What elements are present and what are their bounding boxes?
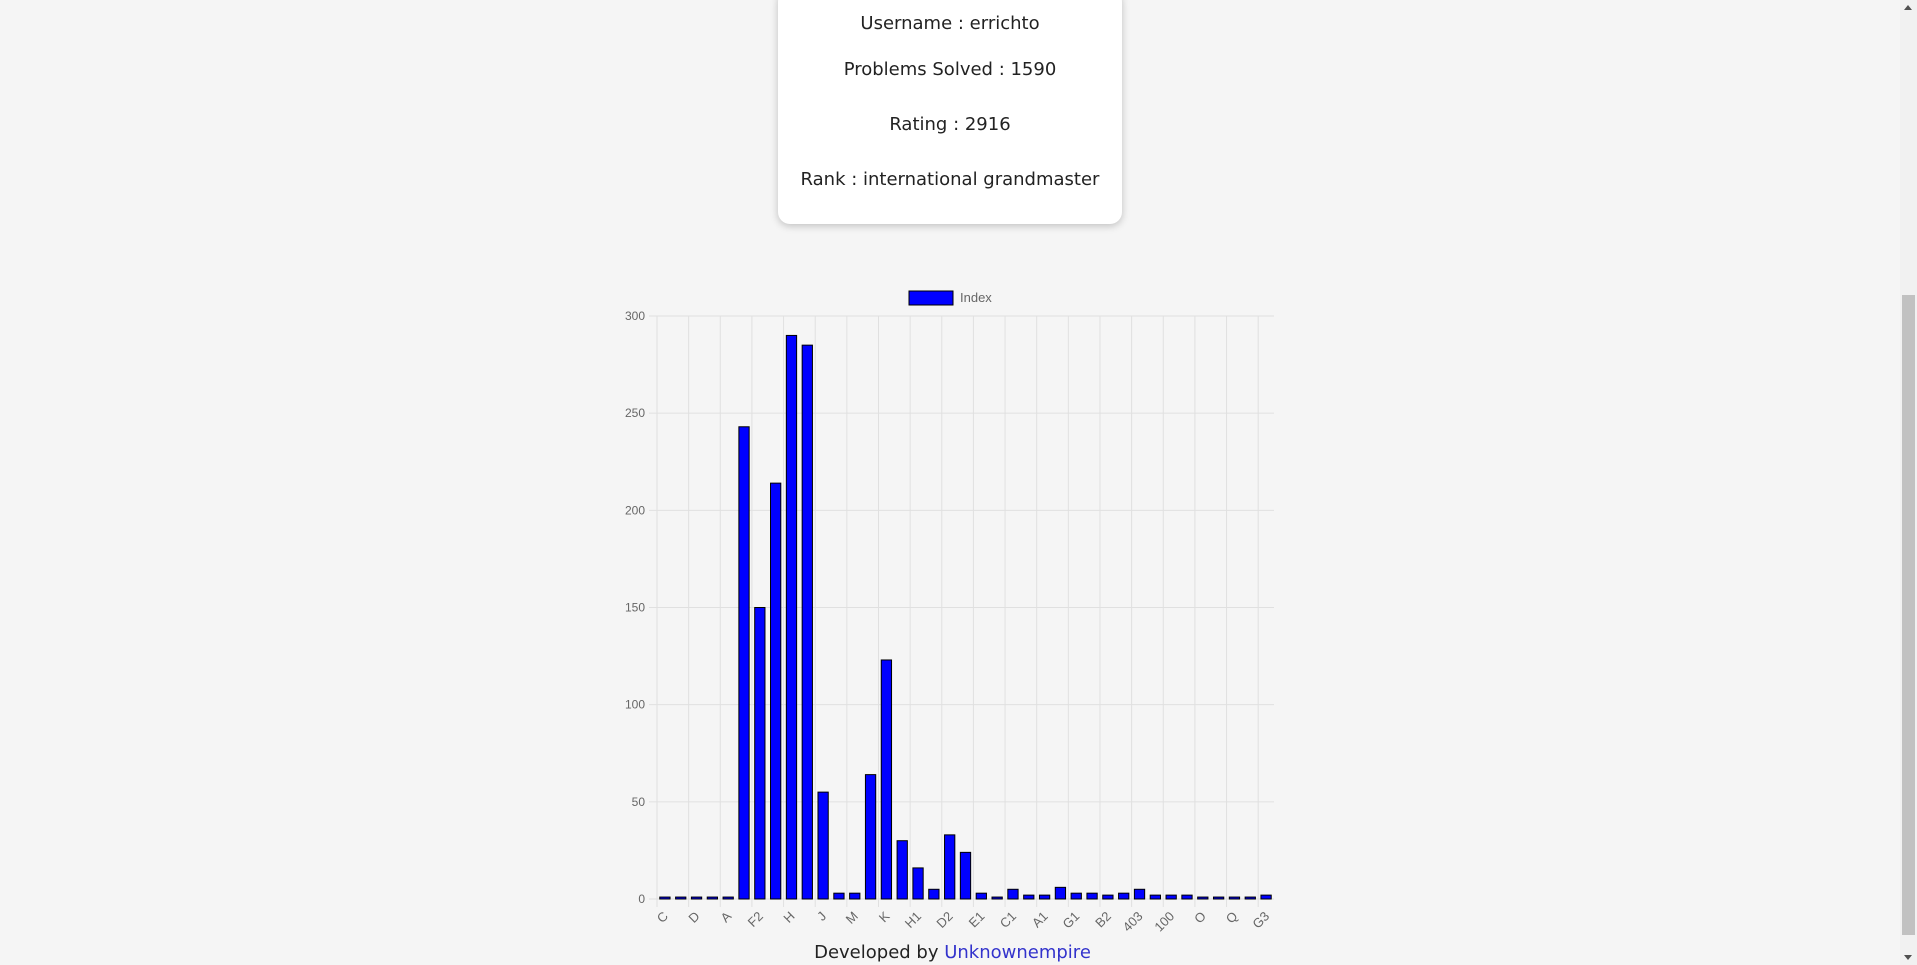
bar[interactable] (1260, 894, 1272, 900)
bar[interactable] (1023, 894, 1035, 900)
x-tick-label: A (718, 908, 735, 925)
y-tick-label: 150 (625, 601, 645, 615)
bar[interactable] (1165, 894, 1177, 900)
bar[interactable] (833, 892, 845, 900)
x-tick-label: G3 (1249, 909, 1272, 932)
bar[interactable] (1038, 894, 1051, 900)
y-tick-label: 250 (625, 406, 645, 420)
bar[interactable] (896, 840, 908, 900)
bar[interactable] (1197, 896, 1209, 900)
bar[interactable] (659, 896, 671, 900)
x-tick-label: 100 (1151, 909, 1177, 935)
bar[interactable] (1118, 892, 1130, 900)
bar[interactable] (928, 888, 940, 900)
username-text: Username : errichto (860, 13, 1040, 34)
page-scrollbar[interactable] (1900, 0, 1917, 965)
bar[interactable] (1244, 896, 1256, 900)
bar[interactable] (706, 896, 719, 900)
x-tick-label: D2 (933, 909, 955, 931)
x-tick-label: M (843, 909, 861, 927)
x-tick-label: H (780, 909, 797, 926)
x-tick-label: B2 (1092, 909, 1114, 931)
scroll-down-icon[interactable] (1904, 955, 1912, 960)
rating-text: Rating : 2916 (889, 114, 1011, 135)
chart-bars (659, 334, 1272, 900)
rank-text: Rank : international grandmaster (800, 169, 1100, 190)
bar[interactable] (991, 896, 1003, 900)
bar[interactable] (1181, 894, 1193, 900)
scroll-thumb[interactable] (1902, 295, 1915, 935)
x-tick-label: E1 (966, 909, 988, 931)
x-tick-label: C (654, 909, 671, 926)
bar[interactable] (770, 482, 782, 900)
y-tick-label: 0 (638, 892, 645, 906)
bar[interactable] (959, 851, 972, 900)
bar[interactable] (849, 892, 861, 900)
bar[interactable] (1102, 894, 1114, 900)
bar[interactable] (864, 774, 877, 900)
profile-card: Username : errichto Problems Solved : 15… (778, 0, 1122, 224)
footer-prefix: Developed by (814, 942, 945, 963)
x-tick-label: A1 (1029, 909, 1051, 931)
y-tick-label: 200 (625, 503, 645, 517)
chart-grid (649, 315, 1274, 907)
bar[interactable] (1086, 892, 1098, 900)
y-tick-label: 100 (625, 698, 645, 712)
bar[interactable] (944, 834, 956, 900)
bar[interactable] (1133, 888, 1146, 900)
bar[interactable] (754, 607, 766, 900)
x-tick-label: J (814, 909, 829, 924)
bar[interactable] (690, 896, 703, 900)
bar[interactable] (738, 426, 750, 900)
x-tick-label: H1 (902, 909, 924, 931)
scroll-up-icon[interactable] (1904, 5, 1912, 10)
bar[interactable] (975, 892, 987, 900)
bar[interactable] (817, 791, 829, 900)
x-tick-label: O (1191, 909, 1209, 927)
y-tick-label: 50 (632, 795, 646, 809)
x-tick-label: K (876, 908, 893, 925)
legend-swatch[interactable] (908, 290, 954, 306)
bar[interactable] (785, 334, 798, 900)
bar[interactable] (722, 896, 734, 900)
problems-solved-text: Problems Solved : 1590 (843, 59, 1057, 80)
bar[interactable] (880, 659, 893, 900)
bar[interactable] (912, 867, 924, 900)
x-tick-label: Q (1223, 909, 1241, 927)
x-tick-label: G1 (1059, 909, 1082, 932)
chart-legend[interactable]: Index (908, 290, 992, 306)
bar[interactable] (1212, 896, 1225, 900)
bar[interactable] (1007, 888, 1019, 900)
bar[interactable] (1149, 894, 1161, 900)
bar[interactable] (1070, 892, 1082, 900)
bar[interactable] (1228, 896, 1241, 900)
bar[interactable] (801, 344, 813, 900)
footer: Developed by Unknownempire (0, 942, 1905, 963)
x-tick-label: F2 (745, 909, 766, 930)
y-tick-label: 300 (625, 309, 645, 323)
x-tick-label: C1 (997, 909, 1019, 931)
bar[interactable] (675, 896, 687, 900)
x-tick-label: D (685, 909, 702, 926)
bar[interactable] (1054, 886, 1067, 900)
x-tick-label: 403 (1120, 909, 1146, 935)
legend-label[interactable]: Index (960, 290, 992, 305)
developer-link[interactable]: Unknownempire (944, 942, 1091, 963)
problems-index-bar-chart: 0 50 100 150 200 250 300 C D A F2 H J M K H1 D2 E1 C1 A1 G1 B… (625, 290, 1274, 935)
